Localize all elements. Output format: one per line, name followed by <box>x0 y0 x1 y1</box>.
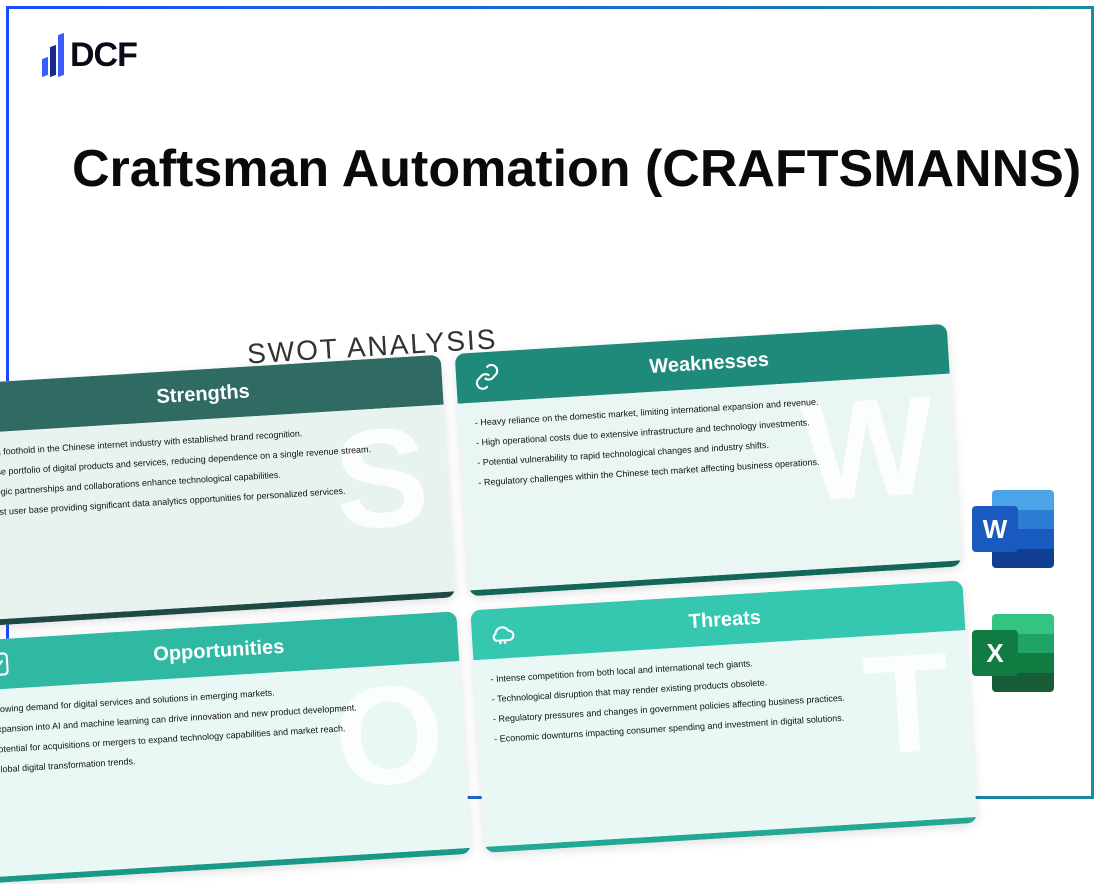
excel-letter: X <box>972 630 1018 676</box>
excel-icon[interactable]: X <box>972 614 1054 692</box>
link-icon <box>469 359 505 395</box>
logo: DCF <box>42 34 137 76</box>
swot-analysis: SWOT ANALYSIS Strengths S - Strong footh… <box>0 324 977 884</box>
swot-card-threats: Threats T - Intense competition from bot… <box>470 580 977 853</box>
logo-bars-icon <box>42 34 64 76</box>
swot-card-strengths: Strengths S - Strong foothold in the Chi… <box>0 355 455 628</box>
page-title: Craftsman Automation (CRAFTSMANNS) <box>72 140 1081 198</box>
swot-card-opportunities: Opportunities O - Growing demand for dig… <box>0 611 471 884</box>
chart-icon <box>0 646 15 682</box>
swot-card-weaknesses: Weaknesses W - Heavy reliance on the dom… <box>455 324 962 597</box>
logo-text: DCF <box>70 36 137 75</box>
word-icon[interactable]: W <box>972 490 1054 568</box>
file-icons: W X <box>972 490 1054 692</box>
word-letter: W <box>972 506 1018 552</box>
cloud-icon <box>485 615 521 651</box>
